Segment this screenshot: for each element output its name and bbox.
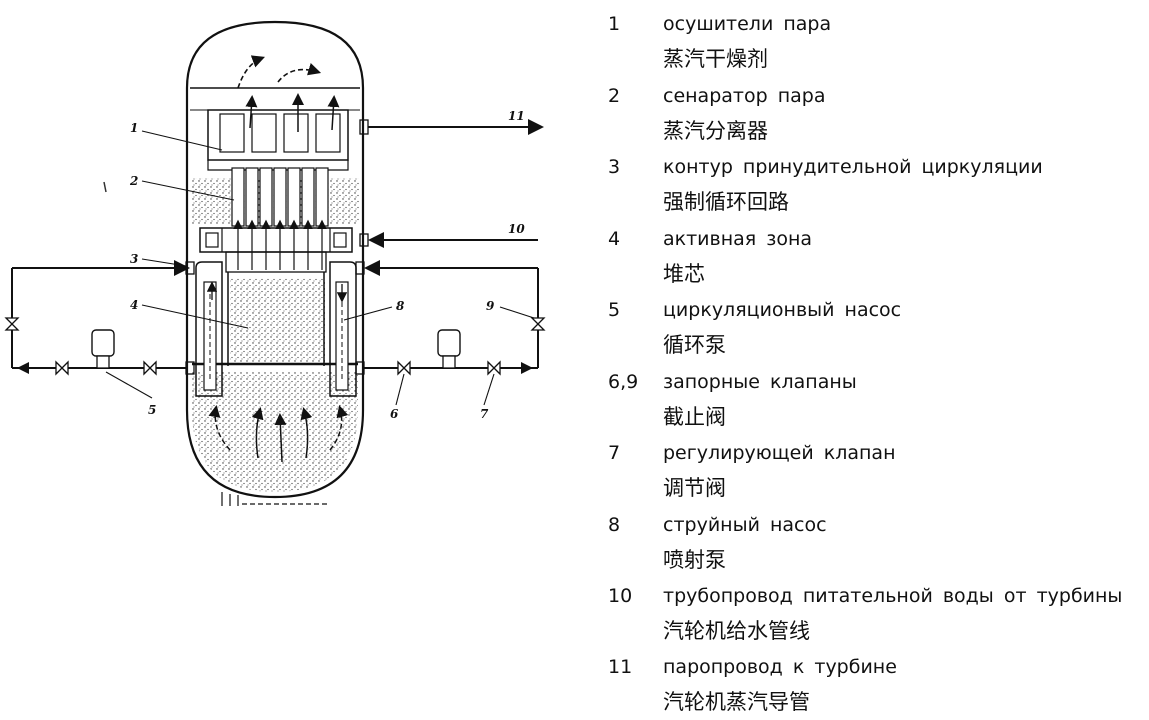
legend-item-3: 3 контур принудительной циркуляции 强制循环回… — [608, 147, 1149, 217]
lower-plenum — [192, 372, 358, 492]
legend-chinese-label: 循环泵 — [663, 333, 726, 357]
callout-10: 10 — [508, 222, 525, 236]
legend-item-2: 2 сенаратор пара 蒸汽分离器 — [608, 76, 1149, 146]
recirculation-loop-left — [4, 260, 195, 376]
recirculation-loop-right — [355, 260, 546, 376]
steam-flow-arrows — [237, 55, 340, 132]
callout-11: 11 — [508, 109, 525, 123]
legend-item-6-9: 6,9 запорные клапаны 截止阀 — [608, 362, 1149, 432]
callout-3: 3 — [130, 252, 138, 266]
legend-russian-label: паропровод к турбине — [663, 656, 897, 678]
reactor-diagram: 1 2 3 4 5 6 7 8 9 10 11 — [4, 20, 546, 506]
legend-russian-label: циркуляционвый насос — [663, 299, 902, 321]
recirculation-pump-right — [437, 329, 461, 357]
legend-russian-label: запорные клапаны — [663, 371, 857, 393]
legend-chinese-label: 汽轮机给水管线 — [663, 619, 810, 643]
legend-number: 4 — [608, 228, 621, 250]
leader-lines — [105, 130, 535, 406]
legend-russian-label: трубопровод питательной воды от турбины — [663, 585, 1123, 607]
legend-number: 1 — [608, 13, 621, 35]
shutoff-valve-right — [530, 317, 546, 331]
callout-2: 2 — [129, 174, 138, 188]
legend-item-8: 8 струйный насос 喷射泵 — [608, 505, 1149, 575]
legend-number: 5 — [608, 299, 621, 321]
shutoff-valve-6 — [397, 360, 411, 376]
legend-chinese-label: 调节阀 — [663, 476, 726, 500]
callout-1: 1 — [130, 121, 138, 135]
legend-number: 8 — [608, 514, 621, 536]
legend-item-5: 5 циркуляционвый насос 循环泵 — [608, 290, 1149, 360]
legend-number: 11 — [608, 656, 633, 678]
feedwater-header — [199, 227, 353, 253]
reactor-vessel — [185, 20, 365, 506]
feedwater-line — [359, 232, 538, 248]
legend-russian-label: осушители пара — [663, 13, 832, 35]
legend-chinese-label: 强制循环回路 — [663, 190, 789, 214]
lower-plenum-arrows — [208, 405, 349, 463]
stray-mark — [103, 181, 107, 193]
legend-number: 7 — [608, 442, 621, 464]
callout-4: 4 — [130, 298, 138, 312]
callout-5: 5 — [148, 403, 156, 417]
core-upper-plenum — [225, 219, 327, 273]
legend-item-11: 11 паропровод к турбине 汽轮机蒸汽导管 — [608, 647, 1149, 717]
legend-chinese-label: 蒸汽干燥剂 — [663, 47, 768, 71]
legend-item-1: 1 осушители пара 蒸汽干燥剂 — [608, 4, 1149, 74]
callout-7: 7 — [480, 407, 489, 421]
control-valve-7 — [487, 360, 501, 376]
legend-item-10: 10 трубопровод питательной воды от турби… — [608, 576, 1149, 646]
callout-6: 6 — [390, 407, 399, 421]
legend-russian-label: активная зона — [663, 228, 813, 250]
reactor-drawing: 1 2 3 4 5 6 7 8 9 10 11 — [4, 20, 546, 506]
callout-labels: 1 2 3 4 5 6 7 8 9 10 11 — [129, 109, 525, 421]
recirculation-pump-left — [91, 329, 115, 357]
legend-chinese-label: 截止阀 — [663, 405, 726, 429]
legend-russian-label: сенаратор пара — [663, 85, 826, 107]
legend-item-7: 7 регулирующей клапан 调节阀 — [608, 433, 1149, 503]
legend-chinese-label: 喷射泵 — [663, 548, 726, 572]
steam-dryers — [207, 109, 349, 171]
shutoff-valve-left — [4, 317, 20, 331]
legend-chinese-label: 堆芯 — [663, 262, 705, 286]
legend-number: 2 — [608, 85, 621, 107]
legend-number: 6,9 — [608, 371, 639, 393]
callout-9: 9 — [486, 299, 495, 313]
legend-item-4: 4 активная зона 堆芯 — [608, 219, 1149, 289]
jet-pumps — [195, 261, 357, 397]
legend-russian-label: регулирующей клапан — [663, 442, 896, 464]
steam-separators — [231, 167, 329, 227]
legend-number: 3 — [608, 156, 621, 178]
legend-chinese-label: 汽轮机蒸汽导管 — [663, 690, 810, 714]
legend-number: 10 — [608, 585, 633, 607]
legend-russian-label: контур принудительной циркуляции — [663, 156, 1043, 178]
legend-russian-label: струйный насос — [663, 514, 827, 536]
steam-line-to-turbine — [359, 119, 544, 135]
callout-8: 8 — [396, 299, 405, 313]
legend-chinese-label: 蒸汽分离器 — [663, 119, 768, 143]
legend: 1 осушители пара 蒸汽干燥剂 2 сенаратор пара … — [608, 0, 1149, 720]
